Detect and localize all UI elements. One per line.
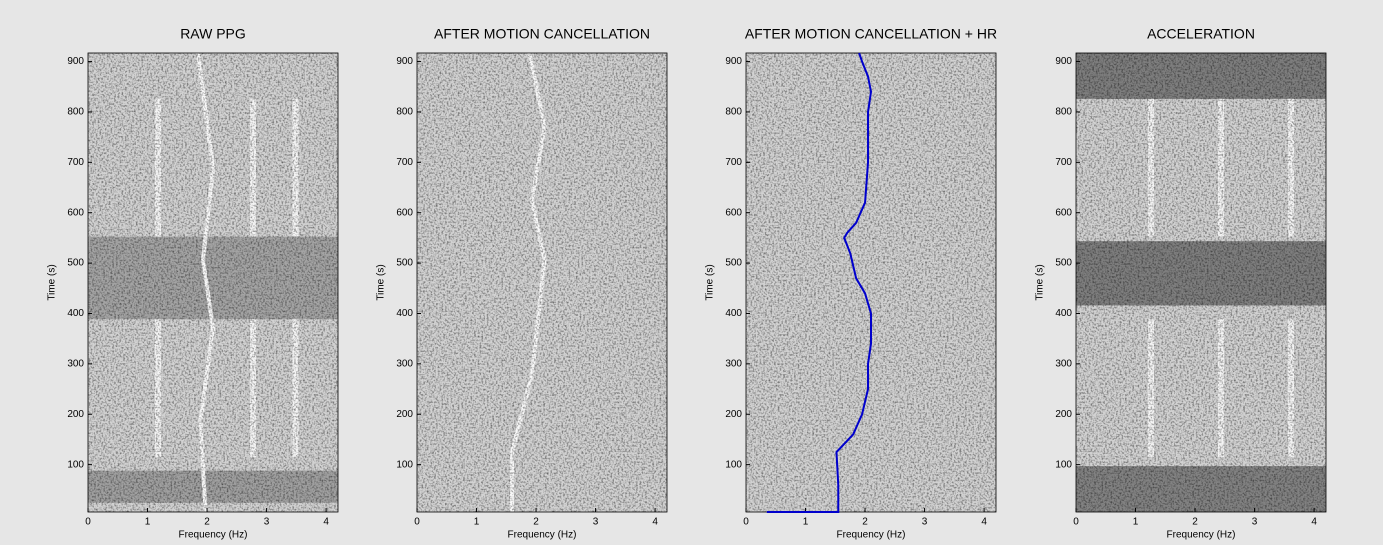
y-axis-label: Time (s) <box>705 264 716 300</box>
x-tick-label: 1 <box>803 517 809 528</box>
y-tick-label: 100 <box>396 459 413 470</box>
x-tick-label: 2 <box>204 517 210 528</box>
y-tick-label: 600 <box>725 207 742 218</box>
spectrogram-noise <box>746 53 996 512</box>
x-tick-label: 3 <box>922 517 928 528</box>
panel-title: AFTER MOTION CANCELLATION <box>434 26 650 42</box>
y-tick-label: 200 <box>725 409 742 420</box>
plot-frame <box>1075 52 1327 513</box>
x-axis-label: Frequency (Hz) <box>1167 530 1236 541</box>
y-tick-label: 800 <box>725 107 742 118</box>
x-axis-label: Frequency (Hz) <box>837 530 906 541</box>
y-tick-label: 400 <box>725 308 742 319</box>
x-tick-label: 4 <box>652 517 658 528</box>
x-tick-label: 0 <box>414 517 420 528</box>
y-tick-label: 400 <box>396 308 413 319</box>
y-axis-label: Time (s) <box>1035 264 1046 300</box>
y-tick-label: 700 <box>1055 157 1072 168</box>
spectrogram-noise <box>88 53 338 512</box>
y-tick-label: 700 <box>67 157 84 168</box>
y-axis-label: Time (s) <box>47 264 58 300</box>
y-tick-label: 200 <box>67 409 84 420</box>
plot-frame <box>745 52 997 513</box>
y-axis-label: Time (s) <box>376 264 387 300</box>
x-tick-label: 2 <box>1192 517 1198 528</box>
y-tick-label: 700 <box>396 157 413 168</box>
y-tick-label: 900 <box>1055 56 1072 67</box>
y-tick-label: 300 <box>1055 359 1072 370</box>
y-tick-label: 500 <box>725 258 742 269</box>
x-tick-label: 0 <box>1073 517 1079 528</box>
x-tick-label: 0 <box>743 517 749 528</box>
y-tick-label: 900 <box>67 56 84 67</box>
hr-line <box>766 52 873 513</box>
y-tick-label: 600 <box>67 207 84 218</box>
y-tick-label: 500 <box>1055 258 1072 269</box>
y-tick-label: 200 <box>396 409 413 420</box>
y-tick-label: 600 <box>1055 207 1072 218</box>
x-tick-label: 4 <box>1311 517 1317 528</box>
y-tick-label: 700 <box>725 157 742 168</box>
y-tick-label: 900 <box>725 56 742 67</box>
y-tick-label: 100 <box>1055 459 1072 470</box>
y-tick-label: 800 <box>67 107 84 118</box>
panel: RAW PPG Frequency (Hz) Time (s) 0 1 2 3 4 100 200… <box>47 26 339 541</box>
y-tick-label: 300 <box>67 359 84 370</box>
x-tick-label: 2 <box>862 517 868 528</box>
y-tick-label: 200 <box>1055 409 1072 420</box>
x-axis-label: Frequency (Hz) <box>508 530 577 541</box>
y-tick-label: 300 <box>725 359 742 370</box>
y-tick-label: 900 <box>396 56 413 67</box>
spectrogram-noise <box>1076 53 1326 512</box>
y-tick-label: 300 <box>396 359 413 370</box>
plot-frame <box>87 52 339 513</box>
panel-title: RAW PPG <box>180 26 246 42</box>
y-tick-label: 600 <box>396 207 413 218</box>
x-tick-label: 1 <box>145 517 151 528</box>
y-tick-label: 400 <box>67 308 84 319</box>
x-tick-label: 4 <box>981 517 987 528</box>
panel: AFTER MOTION CANCELLATION Frequency (Hz) T… <box>376 26 668 541</box>
y-tick-label: 100 <box>725 459 742 470</box>
x-tick-label: 2 <box>533 517 539 528</box>
x-tick-label: 3 <box>264 517 270 528</box>
x-tick-label: 3 <box>593 517 599 528</box>
y-tick-label: 500 <box>396 258 413 269</box>
x-tick-label: 1 <box>1133 517 1139 528</box>
x-tick-label: 4 <box>323 517 329 528</box>
y-tick-label: 500 <box>67 258 84 269</box>
y-tick-label: 400 <box>1055 308 1072 319</box>
y-tick-label: 800 <box>1055 107 1072 118</box>
panel-title: ACCELERATION <box>1147 26 1255 42</box>
x-axis-label: Frequency (Hz) <box>179 530 248 541</box>
panel: ACCELERATION Frequency (Hz) Time (s) 0 1 2 3 4 1… <box>1035 26 1327 541</box>
x-tick-label: 1 <box>474 517 480 528</box>
plot-frame <box>416 52 668 513</box>
x-tick-label: 3 <box>1252 517 1258 528</box>
x-tick-label: 0 <box>85 517 91 528</box>
panel: AFTER MOTION CANCELLATION + HR Frequency … <box>705 26 997 541</box>
y-tick-label: 100 <box>67 459 84 470</box>
panel-title: AFTER MOTION CANCELLATION + HR <box>745 26 997 42</box>
y-tick-label: 800 <box>396 107 413 118</box>
spectrogram-noise <box>417 53 667 512</box>
